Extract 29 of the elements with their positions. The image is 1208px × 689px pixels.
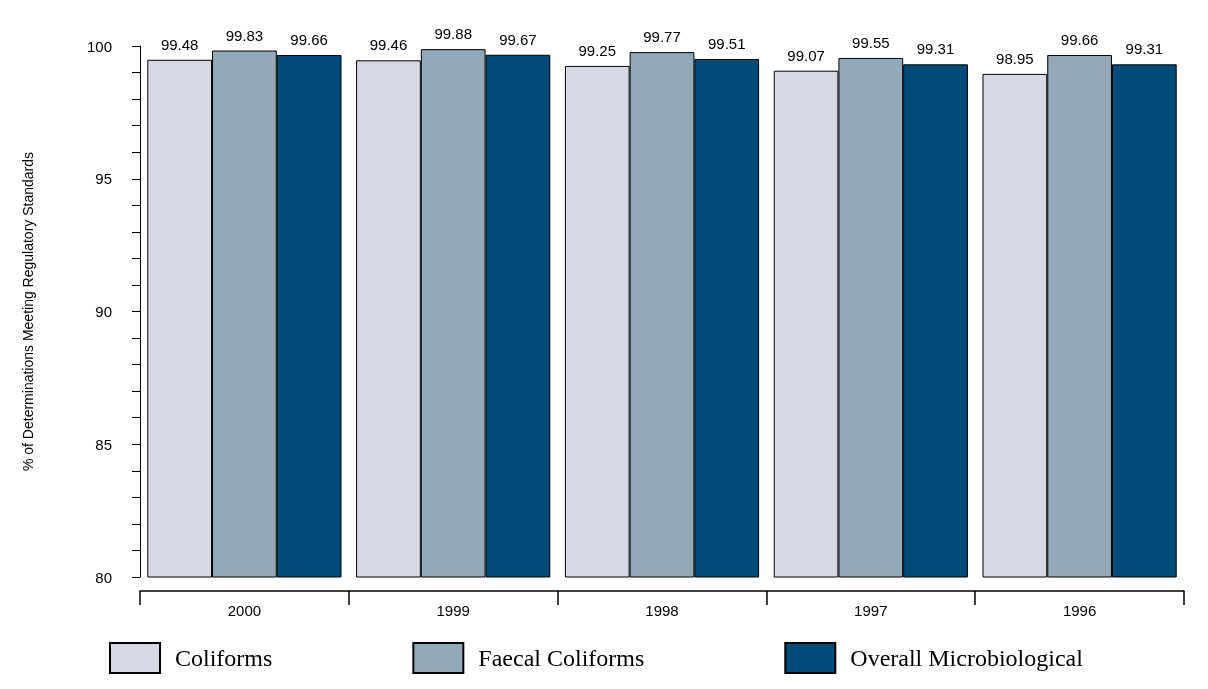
y-tick-label: 95 bbox=[95, 170, 112, 188]
y-tick-label: 90 bbox=[95, 303, 112, 320]
x-tick-label: 1997 bbox=[854, 602, 888, 619]
data-label: 99.51 bbox=[707, 35, 746, 53]
x-tick-label: 1998 bbox=[645, 602, 679, 619]
legend-label: Faecal Coliforms bbox=[478, 645, 645, 671]
data-label: 99.25 bbox=[578, 41, 617, 59]
data-label: 98.95 bbox=[996, 49, 1034, 67]
data-label: 99.66 bbox=[1060, 31, 1099, 49]
data-label: 99.07 bbox=[787, 46, 825, 64]
y-axis-title: % of Determinations Meeting Regulatory Standards bbox=[20, 151, 36, 472]
data-label: 99.31 bbox=[1125, 40, 1164, 58]
x-tick-label: 2000 bbox=[227, 602, 262, 619]
data-label: 99.67 bbox=[499, 30, 537, 48]
data-label: 99.66 bbox=[290, 31, 328, 49]
y-tick-label: 100 bbox=[86, 37, 112, 55]
y-tick-label: 85 bbox=[95, 435, 112, 453]
legend-label: Coliforms bbox=[175, 645, 273, 671]
x-tick-label: 1999 bbox=[436, 602, 470, 619]
data-label: 99.46 bbox=[369, 36, 408, 54]
data-label: 99.88 bbox=[434, 25, 472, 43]
y-tick-label: 80 bbox=[95, 568, 112, 586]
data-label: 99.48 bbox=[160, 35, 199, 53]
data-label: 99.55 bbox=[852, 33, 890, 51]
data-label: 99.31 bbox=[916, 40, 955, 58]
legend-label: Overall Microbiological bbox=[850, 645, 1084, 671]
data-label: 99.77 bbox=[643, 28, 681, 46]
data-label: 99.83 bbox=[225, 26, 264, 44]
x-tick-label: 1996 bbox=[1062, 602, 1097, 619]
